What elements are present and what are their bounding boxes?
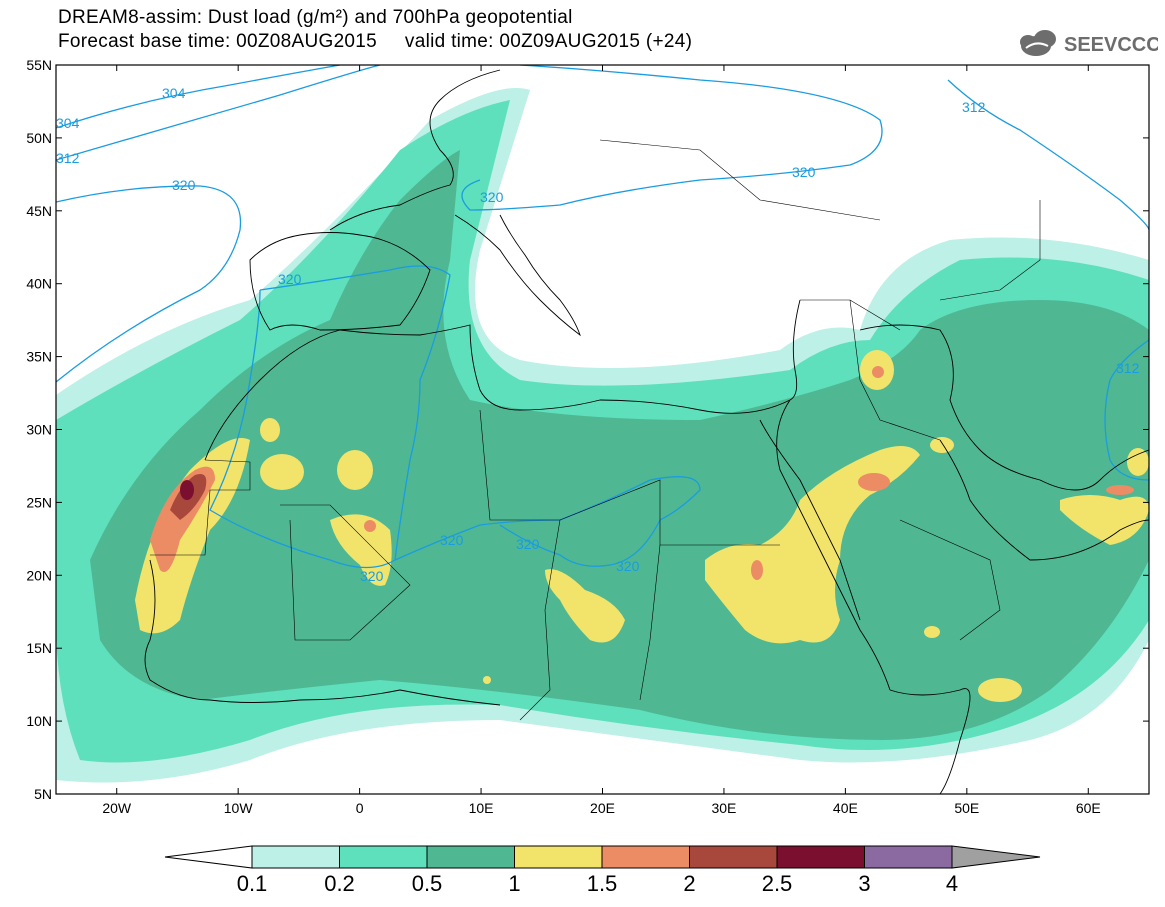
- seevccc-logo: SEEVCCC: [1020, 30, 1158, 56]
- colorbar-label: 4: [945, 871, 959, 896]
- colorbar-low-arrow: [164, 845, 253, 869]
- borders: [150, 139, 1041, 721]
- lat-tick-label: 40N: [26, 276, 52, 292]
- colorbar-swatch: [426, 845, 515, 869]
- colorbar-label: 2: [683, 871, 696, 896]
- lon-tick-label: 0: [356, 800, 364, 816]
- lat-tick-label: 30N: [26, 422, 52, 438]
- lat-tick-label: 45N: [26, 203, 52, 219]
- contour-label: 320: [172, 177, 196, 193]
- lat-tick-label: 20N: [26, 567, 52, 583]
- colorbar-swatch: [864, 845, 953, 869]
- lat-tick-label: 15N: [26, 640, 52, 656]
- colorbar-swatch: [339, 845, 428, 869]
- lon-tick-label: 30E: [711, 800, 736, 816]
- geopotential-contours: [56, 65, 1149, 569]
- colorbar-label: 1: [508, 871, 521, 896]
- contour-label: 320: [360, 568, 384, 584]
- colorbar-label: 1.5: [586, 871, 618, 896]
- contour-label: 312: [56, 150, 80, 166]
- colorbar-label: 0.1: [236, 871, 268, 896]
- colorbar-swatch: [776, 845, 865, 869]
- contour-label: 320: [516, 536, 540, 552]
- colorbar-swatch: [514, 845, 603, 869]
- colorbar-swatch: [689, 845, 778, 869]
- map-subtitle: Forecast base time: 00Z08AUG2015 valid t…: [58, 31, 693, 52]
- coastlines: [56, 65, 1149, 794]
- colorbar-swatch: [251, 845, 340, 869]
- dust-field: 304 304 312 320 320 320 320 320 320 320 …: [56, 65, 1149, 794]
- colorbar-label: 0.2: [324, 871, 355, 896]
- latitude-axis: 55N 50N 45N 40N 35N 30N 25N 20N 15N 10N 5N: [26, 57, 1149, 802]
- longitude-axis: 20W 10W 0 10E 20E 30E 40E 50E 60E: [102, 65, 1101, 816]
- lat-tick-label: 25N: [26, 494, 52, 510]
- lon-tick-label: 20W: [102, 800, 132, 816]
- lon-tick-label: 50E: [954, 800, 979, 816]
- cloud-icon: [1020, 30, 1056, 56]
- lat-tick-label: 50N: [26, 130, 52, 146]
- colorbar: [164, 845, 1041, 869]
- contour-label: 320: [440, 532, 464, 548]
- lon-tick-label: 20E: [590, 800, 615, 816]
- colorbar-label: 0.5: [411, 871, 443, 896]
- contour-label: 312: [1116, 360, 1140, 376]
- contour-label: 304: [162, 85, 186, 101]
- lon-tick-label: 40E: [833, 800, 858, 816]
- contour-label: 320: [616, 558, 640, 574]
- logo-text: SEEVCCC: [1064, 34, 1158, 56]
- colorbar-high-arrow: [951, 845, 1041, 869]
- contour-label: 312: [962, 99, 986, 115]
- lon-tick-label: 10W: [224, 800, 254, 816]
- dust-band-3.0: [180, 480, 194, 500]
- lat-tick-label: 10N: [26, 713, 52, 729]
- colorbar-swatch: [601, 845, 690, 869]
- lon-tick-label: 60E: [1076, 800, 1101, 816]
- contour-label: 320: [278, 271, 302, 287]
- contour-labels: 304 304 312 320 320 320 320 320 320 320 …: [56, 85, 1140, 584]
- lat-tick-label: 5N: [34, 786, 52, 802]
- contour-label: 320: [480, 189, 504, 205]
- contour-label: 320: [792, 164, 816, 180]
- lon-tick-label: 10E: [469, 800, 494, 816]
- contour-label: 304: [56, 115, 80, 131]
- colorbar-label: 2.5: [761, 871, 793, 896]
- lat-tick-label: 55N: [26, 57, 52, 73]
- map-title: DREAM8-assim: Dust load (g/m²) and 700hP…: [58, 7, 573, 28]
- colorbar-label: 3: [858, 871, 871, 896]
- lat-tick-label: 35N: [26, 349, 52, 365]
- dust-band-0.5: [90, 150, 1149, 740]
